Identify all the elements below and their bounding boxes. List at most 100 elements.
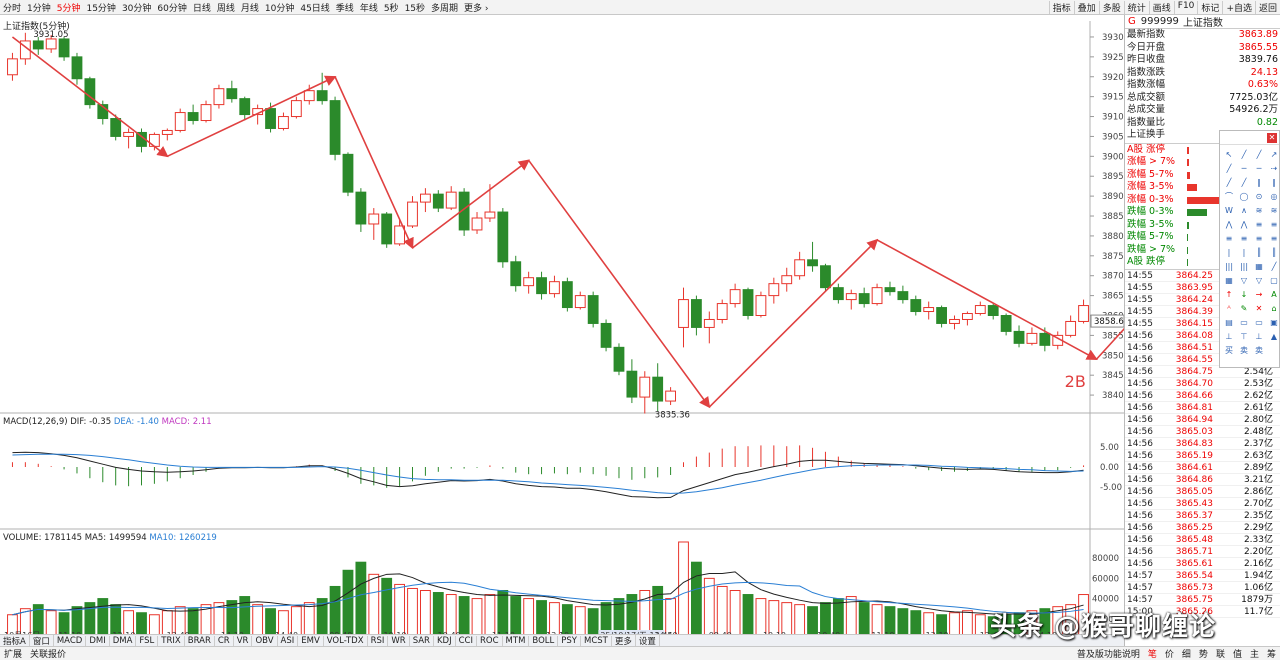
indicator-tab[interactable]: VOL-TDX — [324, 635, 368, 646]
draw-tool-icon[interactable]: ─ — [1241, 164, 1247, 173]
timeframe-tab[interactable]: 60分钟 — [157, 3, 187, 14]
draw-tool-icon[interactable]: ║ — [1256, 248, 1262, 257]
indicator-tab[interactable]: KDJ — [434, 635, 456, 646]
draw-tool-icon[interactable]: ╱ — [1226, 164, 1232, 173]
indicator-tab[interactable]: TRIX — [158, 635, 185, 646]
indicator-tab[interactable]: DMA — [110, 635, 137, 646]
draw-tool-icon[interactable]: ▦ — [1255, 262, 1263, 271]
draw-tool-icon[interactable]: ▢ — [1270, 276, 1278, 285]
status-left-item[interactable]: 扩展 — [4, 650, 23, 660]
draw-tool-icon[interactable]: ⋀ — [1240, 220, 1248, 229]
draw-tool-icon[interactable]: ⊥ — [1255, 332, 1263, 341]
draw-tool-icon[interactable]: ▣ — [1270, 318, 1278, 327]
toolbar-button[interactable]: 标记 — [1197, 0, 1222, 14]
indicator-tab[interactable]: ROC — [477, 635, 503, 646]
draw-tool-icon[interactable]: ↑ — [1225, 290, 1233, 299]
timeframe-tab[interactable]: 多周期 — [431, 3, 459, 14]
draw-tool-icon[interactable]: ⊥ — [1225, 332, 1233, 341]
toolbar-button[interactable]: 多股 — [1098, 0, 1124, 14]
indicator-tab[interactable]: CCI — [456, 635, 477, 646]
draw-tool-icon[interactable]: ≡ — [1240, 234, 1248, 243]
toolbar-button[interactable]: 返回 — [1254, 0, 1280, 14]
status-right-item[interactable]: 普及版功能说明 — [1076, 650, 1140, 660]
indicator-tab[interactable]: VR — [234, 635, 253, 646]
indicator-tab[interactable]: MTM — [503, 635, 530, 646]
timeframe-tab[interactable]: 15秒 — [404, 3, 426, 14]
timeframe-tab[interactable]: 1分钟 — [27, 3, 51, 14]
indicator-tab[interactable]: BOLL — [529, 635, 559, 646]
timeframe-tab[interactable]: 30分钟 — [121, 3, 152, 14]
draw-tool-icon[interactable]: ◯ — [1239, 192, 1249, 201]
draw-tool-icon[interactable]: ║ — [1271, 248, 1277, 257]
status-right-item[interactable]: 笔 — [1147, 650, 1157, 660]
close-icon[interactable]: ✕ — [1267, 132, 1277, 143]
draw-tool-icon[interactable]: ∥ — [1257, 178, 1261, 187]
draw-tool-icon[interactable]: ≡ — [1270, 234, 1278, 243]
draw-tool-icon[interactable]: ||| — [1224, 262, 1234, 271]
draw-tool-icon[interactable]: ↗ — [1270, 150, 1278, 159]
draw-tool-icon[interactable]: W — [1225, 206, 1233, 215]
timeframe-tab[interactable]: 分时 — [3, 3, 22, 14]
toolbar-button[interactable]: 画线 — [1148, 0, 1174, 14]
draw-tool-icon[interactable]: ||| — [1239, 262, 1249, 271]
draw-tool-icon[interactable] — [1267, 344, 1280, 357]
indicator-tab[interactable]: EMV — [298, 635, 324, 646]
status-right-item[interactable]: 联 — [1215, 650, 1225, 660]
draw-tool-icon[interactable]: 卖 — [1240, 346, 1248, 355]
draw-tool-icon[interactable]: ╱ — [1271, 262, 1277, 271]
draw-tool-icon[interactable]: ▤ — [1225, 318, 1233, 327]
draw-tool-icon[interactable]: A — [1271, 290, 1277, 299]
draw-tool-icon[interactable]: 买 — [1225, 346, 1233, 355]
indicator-tab[interactable]: WR — [388, 635, 410, 646]
indicator-tab[interactable]: SAR — [410, 635, 434, 646]
indicator-tab[interactable]: MACD — [54, 635, 87, 646]
tick-list[interactable]: 14:553864.252.26亿14:553863.952.54亿14:553… — [1125, 268, 1280, 618]
indicator-tab[interactable]: 窗口 — [30, 634, 54, 647]
draw-tool-icon[interactable]: ▦ — [1225, 276, 1233, 285]
timeframe-tab[interactable]: 15分钟 — [86, 3, 116, 14]
draw-tool-icon[interactable]: ∥ — [1272, 178, 1276, 187]
status-right-item[interactable]: 值 — [1232, 650, 1242, 660]
indicator-tab[interactable]: MCST — [581, 635, 612, 646]
toolbar-button[interactable]: 指标 — [1048, 0, 1074, 14]
draw-tool-icon[interactable]: 卖 — [1255, 346, 1263, 355]
draw-tool-icon[interactable]: ╱ — [1256, 150, 1262, 159]
draw-tool-icon[interactable]: ≋ — [1255, 206, 1263, 215]
timeframe-tab[interactable]: 季线 — [335, 3, 354, 14]
draw-tool-icon[interactable]: ≡ — [1225, 234, 1233, 243]
timeframe-tab[interactable]: 月线 — [240, 3, 259, 14]
timeframe-tab[interactable]: 更多 › — [464, 3, 489, 14]
draw-tool-icon[interactable]: ⌒ — [1225, 192, 1233, 201]
draw-tool-icon[interactable]: ╱ — [1241, 178, 1247, 187]
draw-tool-icon[interactable]: ⋀ — [1225, 220, 1233, 229]
indicator-tab[interactable]: 设置 — [636, 634, 660, 647]
status-right-item[interactable]: 筹 — [1266, 650, 1276, 660]
draw-tool-icon[interactable]: ▭ — [1240, 318, 1248, 327]
status-right-item[interactable]: 主 — [1249, 650, 1259, 660]
draw-tool-icon[interactable]: ≡ — [1270, 220, 1278, 229]
draw-tool-icon[interactable]: ▽ — [1240, 276, 1248, 285]
draw-tool-icon[interactable]: ᴬ — [1227, 304, 1231, 313]
status-left-item[interactable]: 关联报价 — [30, 650, 67, 660]
draw-tool-icon[interactable]: ▲ — [1270, 332, 1278, 341]
draw-tool-icon[interactable]: ↓ — [1240, 290, 1248, 299]
draw-tool-icon[interactable]: ⊤ — [1240, 332, 1248, 341]
toolbar-button[interactable]: 叠加 — [1073, 0, 1099, 14]
toolbar-button[interactable]: +自选 — [1222, 0, 1255, 14]
draw-tool-icon[interactable]: ∧ — [1241, 206, 1247, 215]
status-right-item[interactable]: 价 — [1164, 650, 1174, 660]
timeframe-tab[interactable]: 5秒 — [383, 3, 399, 14]
draw-tool-icon[interactable]: ◎ — [1270, 192, 1278, 201]
draw-tool-icon[interactable]: ╱ — [1241, 150, 1247, 159]
draw-tool-icon[interactable]: ↖ — [1225, 150, 1233, 159]
kline-chart-area[interactable]: 3930 3925 3920 3915 3910 3905 3900 3895 3890 3885… — [0, 15, 1124, 646]
draw-tool-icon[interactable]: ⇢ — [1270, 164, 1278, 173]
draw-tool-icon[interactable]: | — [1242, 248, 1246, 257]
draw-tool-icon[interactable]: ─ — [1256, 164, 1262, 173]
timeframe-tab[interactable]: 日线 — [192, 3, 211, 14]
status-right-item[interactable]: 细 — [1181, 650, 1191, 660]
indicator-tab[interactable]: DMI — [86, 635, 110, 646]
indicator-tab[interactable]: PSY — [558, 635, 581, 646]
draw-tool-icon[interactable]: ▽ — [1255, 276, 1263, 285]
draw-tool-icon[interactable]: ≋ — [1270, 206, 1278, 215]
